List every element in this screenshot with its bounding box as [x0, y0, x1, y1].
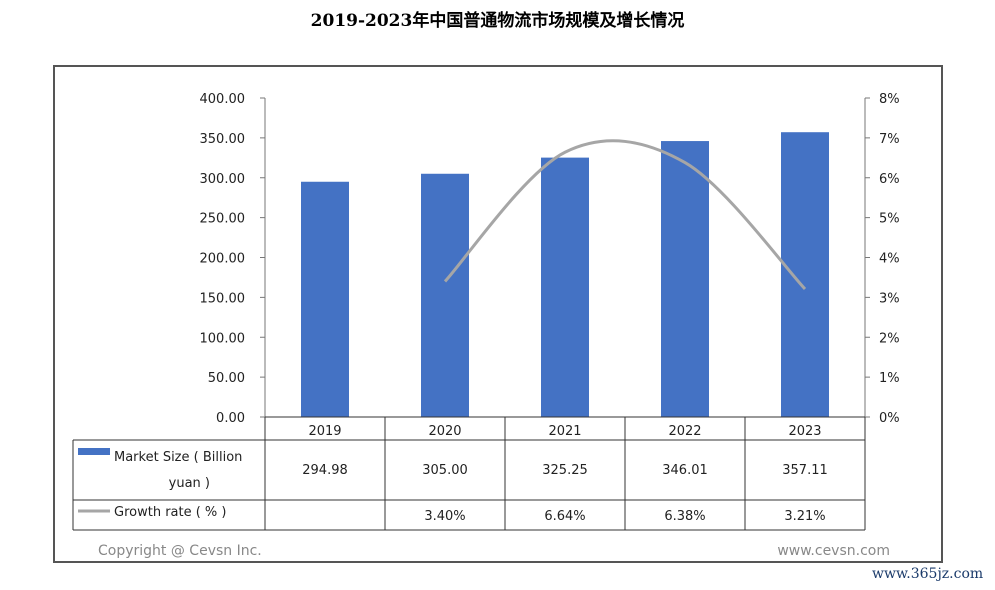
left-tick-label: 250.00	[200, 212, 246, 227]
market-size-value: 294.98	[302, 463, 348, 478]
chart-frame	[53, 65, 943, 563]
copyright: Copyright @ Cevsn Inc.	[98, 543, 262, 559]
growth-rate-value: 6.64%	[544, 509, 585, 524]
right-tick-label: 7%	[879, 132, 900, 147]
category-label: 2021	[548, 424, 581, 439]
market-size-value: 357.11	[782, 463, 828, 478]
site-url: www.cevsn.com	[777, 543, 890, 559]
left-tick-label: 400.00	[200, 92, 246, 107]
bar-2022	[661, 141, 709, 418]
bar-2020	[421, 173, 469, 417]
right-tick-label: 8%	[879, 92, 900, 107]
market-size-value: 325.25	[542, 463, 588, 478]
watermark: www.365jz.com	[872, 566, 984, 582]
market-size-value: 346.01	[662, 463, 708, 478]
bar-2021	[541, 157, 589, 417]
left-tick-label: 200.00	[200, 252, 246, 267]
bar-2023	[781, 132, 829, 417]
right-tick-label: 5%	[879, 212, 900, 227]
market-size-value: 305.00	[422, 463, 468, 478]
category-label: 2020	[428, 424, 461, 439]
legend-market-size: Market Size ( Billion	[114, 450, 242, 465]
category-label: 2019	[308, 424, 341, 439]
growth-rate-value: 3.21%	[784, 509, 825, 524]
legend-market-size-cont: yuan )	[169, 476, 210, 491]
left-tick-label: 50.00	[208, 371, 245, 386]
left-tick-label: 0.00	[216, 411, 245, 426]
right-tick-label: 2%	[879, 331, 900, 346]
right-tick-label: 0%	[879, 411, 900, 426]
left-tick-label: 350.00	[200, 132, 246, 147]
right-tick-label: 6%	[879, 172, 900, 187]
right-tick-label: 1%	[879, 371, 900, 386]
growth-rate-value: 6.38%	[664, 509, 705, 524]
category-label: 2022	[668, 424, 701, 439]
growth-rate-line	[443, 139, 807, 291]
bar-2019	[301, 181, 349, 417]
legend-growth-rate: Growth rate ( % )	[114, 505, 227, 520]
legend-bar-swatch	[78, 448, 110, 455]
left-tick-label: 100.00	[200, 331, 246, 346]
right-tick-label: 4%	[879, 252, 900, 267]
chart-title: 2019-2023年中国普通物流市场规模及增长情况	[310, 11, 685, 31]
left-tick-label: 300.00	[200, 172, 246, 187]
left-tick-label: 150.00	[200, 291, 246, 306]
right-tick-label: 3%	[879, 291, 900, 306]
growth-rate-value: 3.40%	[424, 509, 465, 524]
category-label: 2023	[788, 424, 821, 439]
